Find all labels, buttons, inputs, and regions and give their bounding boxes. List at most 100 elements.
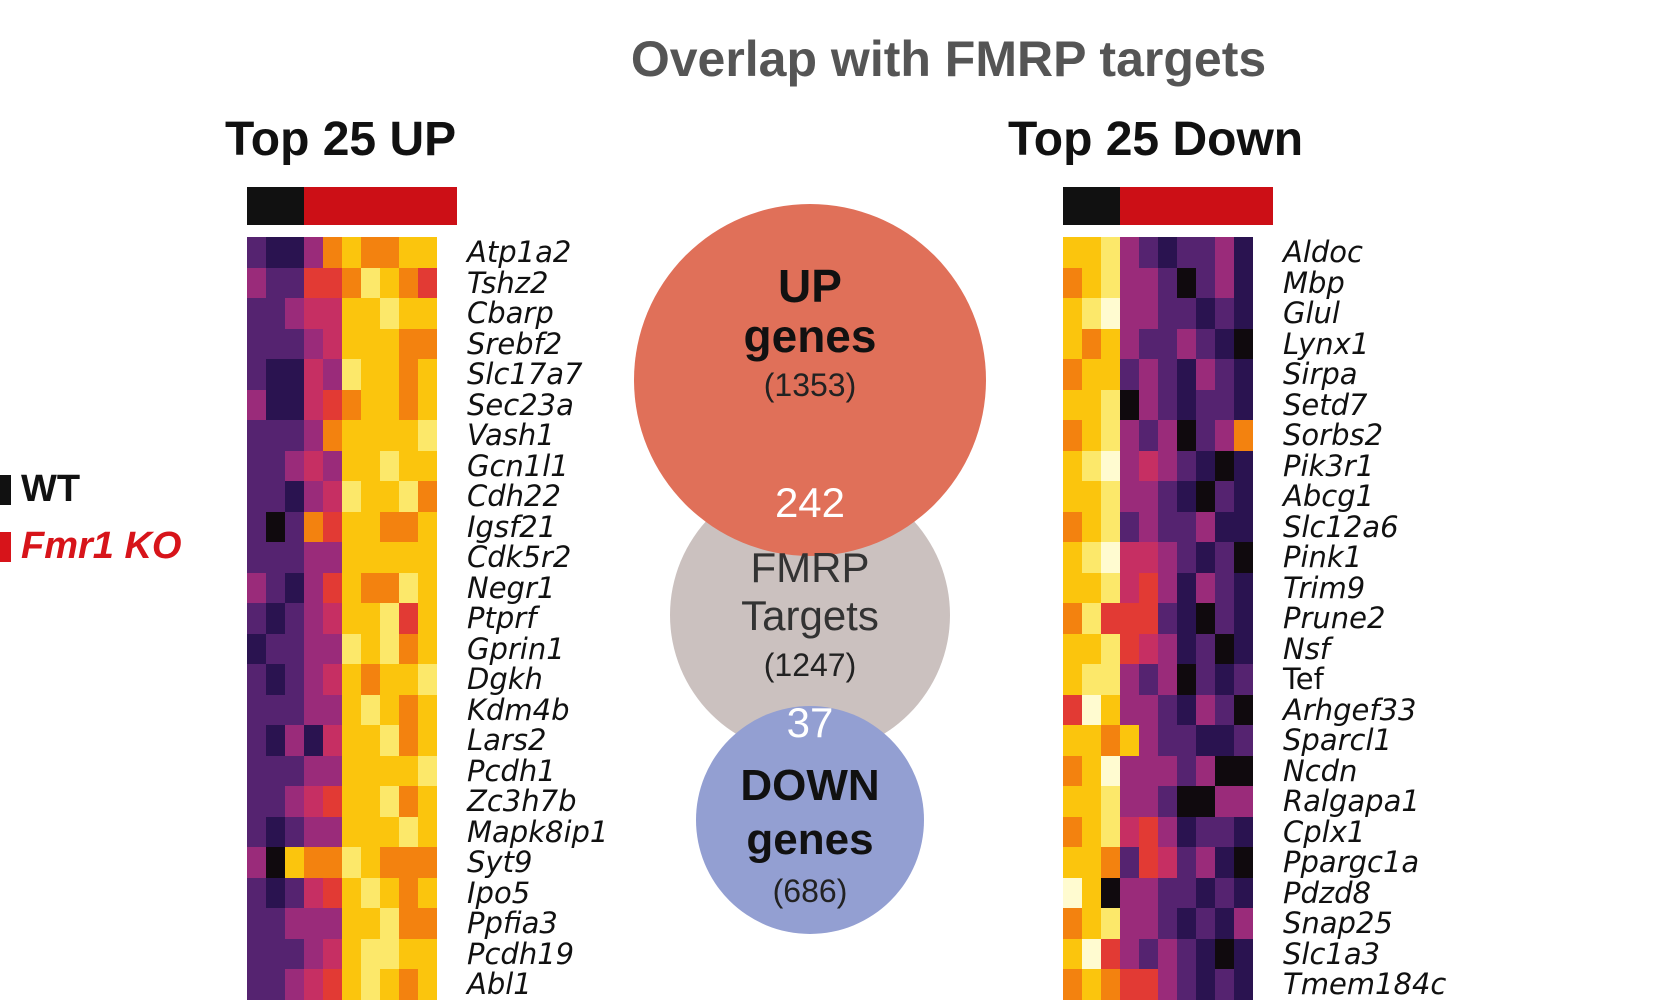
up-heatmap-cell xyxy=(304,664,323,695)
down-heatmap-cell xyxy=(1177,938,1196,969)
down-heatmap-cell xyxy=(1082,603,1101,634)
down-heatmap-cell xyxy=(1234,572,1253,603)
down-heatmap-cell xyxy=(1177,694,1196,725)
up-heatmap-cell xyxy=(399,694,418,725)
up-heatmap-cell xyxy=(323,847,342,878)
up-heatmap-cell xyxy=(304,938,323,969)
down-gene-label: Pink1 xyxy=(1283,540,1363,574)
up-heatmap-cell xyxy=(285,694,304,725)
down-heatmap-cell xyxy=(1120,511,1139,542)
down-heatmap-cell xyxy=(1101,969,1120,1000)
up-heatmap-cell xyxy=(418,267,437,298)
up-heatmap-cell xyxy=(304,511,323,542)
down-heatmap-cell xyxy=(1215,237,1234,268)
up-heatmap-cell xyxy=(323,359,342,390)
up-heatmap-cell xyxy=(418,603,437,634)
up-heatmap-cell xyxy=(361,511,380,542)
legend-label-wt: WT xyxy=(21,468,81,510)
up-heatmap-cell xyxy=(285,328,304,359)
up-heatmap-cell xyxy=(361,694,380,725)
down-heatmap-cell xyxy=(1196,542,1215,573)
up-heatmap-cell xyxy=(247,786,266,817)
fmrp-label-line2: Targets xyxy=(741,592,879,639)
down-heatmap-cell xyxy=(1177,511,1196,542)
down-heatmap-cell xyxy=(1196,816,1215,847)
down-heatmap-cell xyxy=(1082,298,1101,329)
down-heatmap-cell xyxy=(1215,267,1234,298)
down-heatmap-cell xyxy=(1158,969,1177,1000)
up-heatmap-cell xyxy=(304,847,323,878)
up-heatmap-cell xyxy=(380,633,399,664)
up-heatmap-cell xyxy=(342,389,361,420)
down-heatmap-cell xyxy=(1082,237,1101,268)
up-heatmap-cell xyxy=(361,969,380,1000)
down-heatmap-cell xyxy=(1215,450,1234,481)
down-heatmap-cell xyxy=(1139,603,1158,634)
up-gene-label: Pcdh19 xyxy=(467,936,575,971)
up-heatmap-cell xyxy=(247,359,266,390)
up-heatmap-cell xyxy=(399,359,418,390)
down-heatmap-cell xyxy=(1177,969,1196,1000)
down-heatmap-cell xyxy=(1196,359,1215,390)
up-heatmap-cell xyxy=(418,237,437,268)
up-heatmap-cell xyxy=(418,389,437,420)
down-heatmap-cell xyxy=(1063,298,1082,329)
up-heatmap-cell xyxy=(399,267,418,298)
up-heatmap-cell xyxy=(342,298,361,329)
up-heatmap-cell xyxy=(380,511,399,542)
up-heatmap-cell xyxy=(380,450,399,481)
down-heatmap-cell xyxy=(1234,237,1253,268)
down-heatmap-cell xyxy=(1082,877,1101,908)
up-heatmap-cell xyxy=(342,511,361,542)
down-heatmap-cell xyxy=(1158,298,1177,329)
down-heatmap-cell xyxy=(1177,389,1196,420)
up-heatmap-cell xyxy=(418,694,437,725)
up-gene-label: Srebf2 xyxy=(467,326,563,361)
up-heatmap-cell xyxy=(418,572,437,603)
up-heatmap-cell xyxy=(399,755,418,786)
up-heatmap-cell xyxy=(399,572,418,603)
down-heatmap-cell xyxy=(1158,908,1177,939)
venn-diagram: UP genes (1353) 242 FMRP Targets (1247) … xyxy=(634,204,986,934)
down-heatmap-cell xyxy=(1082,359,1101,390)
down-heatmap-cell xyxy=(1177,298,1196,329)
up-heatmap-cell xyxy=(285,298,304,329)
up-heatmap-cell xyxy=(266,786,285,817)
down-heatmap-cell xyxy=(1234,938,1253,969)
down-heatmap-cell xyxy=(1215,969,1234,1000)
up-count: (1353) xyxy=(764,367,857,403)
up-heatmap-cell xyxy=(361,359,380,390)
down-gene-label: Lynx1 xyxy=(1283,326,1370,361)
down-heatmap-cell xyxy=(1101,389,1120,420)
down-heatmap-cell xyxy=(1120,237,1139,268)
down-heatmap-cell xyxy=(1101,786,1120,817)
up-heatmap-cell xyxy=(266,938,285,969)
up-heatmap-cell xyxy=(399,847,418,878)
up-label-line2: genes xyxy=(744,310,877,362)
down-heatmap-cell xyxy=(1120,847,1139,878)
down-heatmap-cell xyxy=(1120,725,1139,756)
down-heatmap-cell xyxy=(1177,847,1196,878)
down-heatmap-cell xyxy=(1082,267,1101,298)
up-heatmap-cell xyxy=(380,694,399,725)
up-heatmap-cell xyxy=(323,816,342,847)
up-heatmap-cell xyxy=(304,572,323,603)
up-heatmap-cell xyxy=(247,633,266,664)
up-heatmap-cell xyxy=(247,267,266,298)
up-heatmap-cell xyxy=(361,877,380,908)
up-gene-label: Sec23a xyxy=(467,387,574,422)
down-heatmap-cell xyxy=(1063,481,1082,512)
down-heatmap-cell xyxy=(1082,847,1101,878)
down-heatmap-cell xyxy=(1234,664,1253,695)
up-heatmap-cell xyxy=(285,237,304,268)
up-heatmap-cell xyxy=(418,542,437,573)
up-heatmap-cell xyxy=(304,450,323,481)
down-heatmap-cell xyxy=(1063,664,1082,695)
up-heatmap-cell xyxy=(361,450,380,481)
down-gene-label: Mbp xyxy=(1283,265,1345,300)
down-gene-label: Pdzd8 xyxy=(1283,875,1371,910)
down-heatmap-cell xyxy=(1215,908,1234,939)
down-heatmap-cell xyxy=(1139,328,1158,359)
up-heatmap-cell xyxy=(304,359,323,390)
down-heatmap-cell xyxy=(1177,450,1196,481)
